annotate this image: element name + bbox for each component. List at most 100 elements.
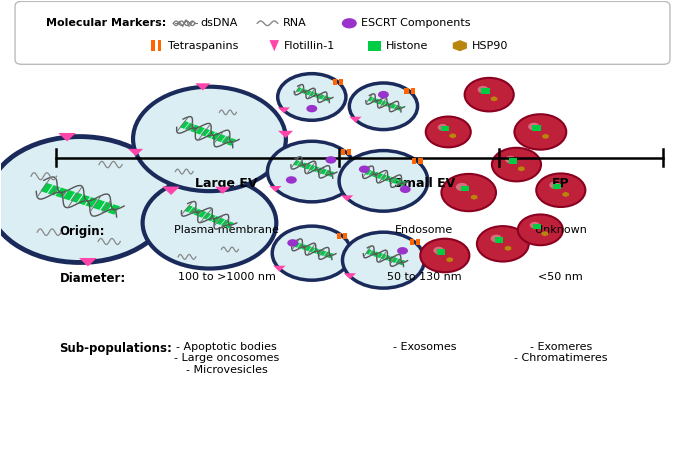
Polygon shape (344, 273, 356, 279)
Text: RNA: RNA (282, 18, 306, 28)
Polygon shape (377, 253, 383, 258)
Polygon shape (221, 136, 231, 144)
Bar (416, 239, 420, 245)
Polygon shape (269, 40, 279, 51)
Circle shape (277, 74, 346, 120)
Circle shape (426, 116, 471, 147)
Polygon shape (195, 83, 210, 91)
Polygon shape (206, 130, 215, 138)
Polygon shape (207, 214, 216, 221)
Polygon shape (179, 121, 189, 129)
Polygon shape (294, 242, 300, 248)
Polygon shape (215, 187, 230, 194)
Bar (509, 158, 517, 164)
Polygon shape (193, 209, 202, 216)
Polygon shape (368, 97, 373, 101)
Polygon shape (93, 199, 105, 210)
Bar (419, 159, 423, 164)
Polygon shape (55, 188, 68, 198)
Polygon shape (388, 256, 395, 262)
Polygon shape (373, 251, 379, 257)
Circle shape (464, 78, 514, 112)
Bar (343, 233, 347, 239)
Polygon shape (328, 171, 335, 177)
Polygon shape (374, 98, 379, 104)
Polygon shape (324, 251, 330, 257)
Polygon shape (323, 96, 328, 100)
Circle shape (434, 247, 444, 254)
FancyBboxPatch shape (15, 1, 670, 64)
Circle shape (267, 141, 356, 202)
Polygon shape (306, 91, 312, 95)
Text: 50 to 130 nm: 50 to 130 nm (387, 272, 462, 282)
Text: Tetraspanins: Tetraspanins (168, 41, 238, 51)
Circle shape (490, 234, 502, 242)
Polygon shape (380, 174, 387, 180)
Text: - Exosomes: - Exosomes (393, 342, 456, 352)
Circle shape (0, 136, 172, 263)
Polygon shape (303, 90, 308, 94)
Bar (151, 40, 155, 51)
Polygon shape (301, 162, 308, 168)
Polygon shape (388, 103, 393, 108)
Bar (337, 233, 341, 239)
Polygon shape (71, 192, 82, 203)
Circle shape (518, 214, 563, 245)
Polygon shape (397, 106, 403, 111)
Polygon shape (316, 167, 323, 173)
Polygon shape (273, 266, 286, 272)
Polygon shape (316, 93, 321, 98)
Polygon shape (216, 134, 225, 142)
Bar (410, 88, 414, 94)
Polygon shape (211, 132, 221, 140)
Polygon shape (373, 172, 379, 178)
Polygon shape (297, 243, 304, 249)
Circle shape (287, 239, 298, 247)
Text: <50 nm: <50 nm (538, 272, 583, 282)
Polygon shape (203, 212, 211, 219)
Polygon shape (384, 175, 390, 182)
Polygon shape (278, 131, 293, 138)
Text: Plasma membrane: Plasma membrane (174, 225, 279, 235)
Polygon shape (216, 218, 225, 225)
Bar (158, 40, 161, 51)
Circle shape (505, 156, 516, 163)
Polygon shape (384, 102, 390, 106)
Polygon shape (349, 117, 362, 122)
Polygon shape (400, 181, 406, 186)
Polygon shape (365, 249, 372, 255)
Polygon shape (388, 177, 395, 182)
Text: Small EV: Small EV (394, 177, 455, 190)
Bar (482, 88, 490, 94)
Text: Sub-populations:: Sub-populations: (60, 342, 172, 355)
Text: Flotillin-1: Flotillin-1 (284, 41, 335, 51)
Bar (460, 186, 469, 191)
Polygon shape (341, 195, 353, 201)
Circle shape (339, 151, 427, 211)
Polygon shape (309, 165, 315, 171)
Polygon shape (108, 204, 120, 215)
Polygon shape (369, 250, 375, 256)
Circle shape (477, 226, 529, 262)
Circle shape (528, 123, 540, 130)
Circle shape (286, 176, 297, 184)
Polygon shape (301, 244, 308, 250)
Circle shape (397, 247, 408, 255)
Polygon shape (269, 186, 282, 192)
Text: Unknown: Unknown (535, 225, 587, 235)
Polygon shape (79, 258, 97, 266)
Polygon shape (305, 246, 312, 251)
Polygon shape (324, 170, 331, 176)
Polygon shape (380, 254, 387, 259)
Bar (532, 125, 540, 131)
Polygon shape (309, 247, 315, 252)
Circle shape (325, 156, 336, 164)
Text: Origin:: Origin: (60, 225, 105, 238)
Text: - Exomeres
- Chromatimeres: - Exomeres - Chromatimeres (514, 342, 608, 363)
Polygon shape (394, 105, 399, 110)
Circle shape (514, 114, 566, 150)
Circle shape (456, 183, 468, 191)
Polygon shape (101, 202, 112, 212)
Polygon shape (312, 166, 319, 172)
Polygon shape (395, 258, 401, 264)
